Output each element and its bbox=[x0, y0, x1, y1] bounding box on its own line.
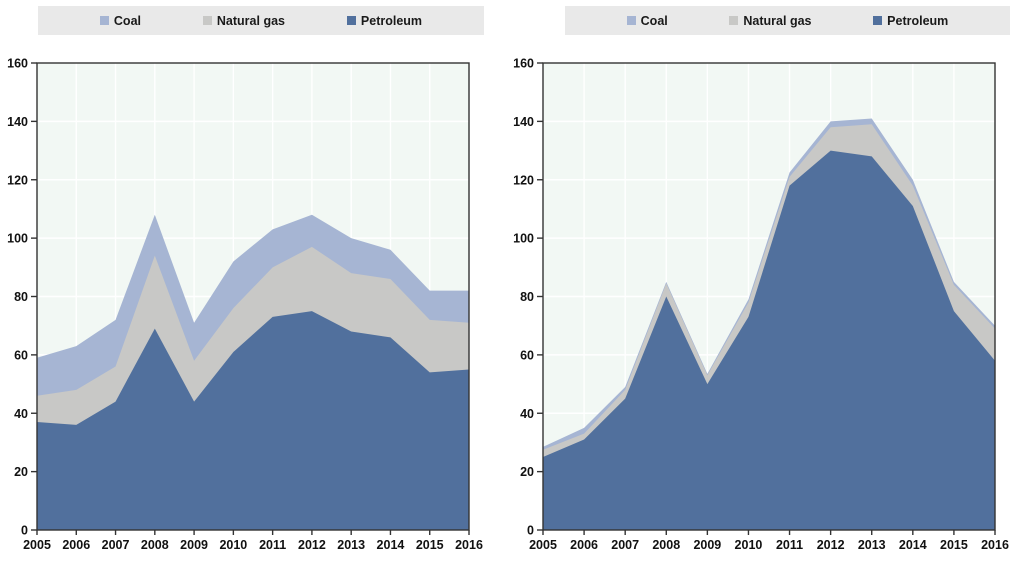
x-tick-label: 2015 bbox=[940, 538, 968, 552]
legend-item-coal: Coal bbox=[626, 13, 668, 28]
x-tick-label: 2007 bbox=[611, 538, 639, 552]
x-tick-label: 2009 bbox=[180, 538, 208, 552]
x-tick-label: 2014 bbox=[377, 538, 405, 552]
y-tick-label: 100 bbox=[513, 232, 534, 246]
x-tick-label: 2005 bbox=[23, 538, 51, 552]
x-tick-label: 2010 bbox=[735, 538, 763, 552]
legend-label-petroleum: Petroleum bbox=[360, 13, 423, 28]
legend-label-natural-gas: Natural gas bbox=[216, 13, 285, 28]
legend-item-natural-gas: Natural gas bbox=[729, 13, 812, 28]
legend-item-coal: Coal bbox=[99, 13, 141, 28]
right-stacked-area-chart: 0 20 40 60 80 100 120 140 160 2005 2006 2007 2008 200… bbox=[513, 57, 1009, 553]
coal-swatch-icon bbox=[99, 16, 109, 25]
legend-item-natural-gas: Natural gas bbox=[202, 13, 285, 28]
y-tick-label: 20 bbox=[520, 465, 534, 479]
x-tick-label: 2006 bbox=[570, 538, 598, 552]
legend-item-petroleum: Petroleum bbox=[873, 14, 948, 28]
left-chart-panel: Coal Natural gas Petroleum 0 20 40 60 80 100 1… bbox=[7, 6, 484, 553]
x-tick-label: 2016 bbox=[455, 538, 483, 552]
natural-gas-swatch-icon bbox=[729, 16, 739, 25]
y-tick-label: 60 bbox=[14, 348, 28, 362]
left-chart-legend: Coal Natural gas Petroleum bbox=[38, 6, 484, 35]
y-tick-label: 160 bbox=[7, 57, 28, 71]
y-tick-label: 120 bbox=[7, 173, 28, 187]
x-tick-label: 2008 bbox=[141, 538, 169, 552]
coal-swatch-icon bbox=[626, 16, 636, 25]
y-tick-label: 20 bbox=[14, 465, 28, 479]
x-tick-label: 2005 bbox=[529, 538, 557, 552]
x-tick-label: 2010 bbox=[219, 538, 247, 552]
y-tick-label: 0 bbox=[21, 524, 28, 538]
x-tick-label: 2015 bbox=[416, 538, 444, 552]
legend-label-petroleum: Petroleum bbox=[887, 13, 949, 28]
y-tick-label: 80 bbox=[14, 290, 28, 304]
left-stacked-area-chart: 0 20 40 60 80 100 120 140 160 2005 2006 2007 2008 200… bbox=[7, 57, 483, 553]
area-petroleum bbox=[543, 150, 995, 530]
legend-item-petroleum: Petroleum bbox=[346, 13, 423, 28]
x-tick-label: 2011 bbox=[259, 538, 286, 552]
area-petroleum bbox=[37, 311, 469, 530]
x-tick-label: 2011 bbox=[776, 538, 803, 552]
x-tick-label: 2014 bbox=[899, 538, 927, 552]
y-tick-label: 60 bbox=[520, 348, 534, 362]
y-tick-label: 40 bbox=[14, 407, 28, 421]
y-tick-label: 140 bbox=[7, 115, 28, 129]
y-tick-label: 160 bbox=[513, 57, 534, 71]
x-tick-label: 2009 bbox=[693, 538, 721, 552]
y-tick-label: 140 bbox=[513, 115, 534, 129]
natural-gas-swatch-icon bbox=[202, 16, 212, 25]
y-tick-label: 40 bbox=[520, 407, 534, 421]
y-tick-label: 120 bbox=[513, 173, 534, 187]
x-tick-label: 2008 bbox=[652, 538, 680, 552]
x-tick-label: 2007 bbox=[102, 538, 130, 552]
x-tick-label: 2013 bbox=[337, 538, 365, 552]
y-tick-label: 0 bbox=[527, 524, 534, 538]
legend-label-coal: Coal bbox=[113, 13, 141, 28]
x-tick-label: 2012 bbox=[298, 538, 326, 552]
petroleum-swatch-icon bbox=[873, 16, 883, 25]
legend-label-natural-gas: Natural gas bbox=[743, 13, 812, 28]
right-chart-panel: Coal Natural gas Petroleum 0 20 40 60 80 100 1… bbox=[512, 0, 1024, 561]
petroleum-swatch-icon bbox=[346, 16, 356, 25]
right-chart-legend: Coal Natural gas Petroleum bbox=[565, 6, 1010, 35]
legend-label-coal: Coal bbox=[640, 13, 668, 28]
y-tick-label: 80 bbox=[520, 290, 534, 304]
x-tick-label: 2006 bbox=[62, 538, 90, 552]
x-tick-label: 2012 bbox=[817, 538, 845, 552]
y-tick-label: 100 bbox=[7, 232, 28, 246]
x-tick-label: 2016 bbox=[981, 538, 1009, 552]
x-tick-label: 2013 bbox=[858, 538, 886, 552]
